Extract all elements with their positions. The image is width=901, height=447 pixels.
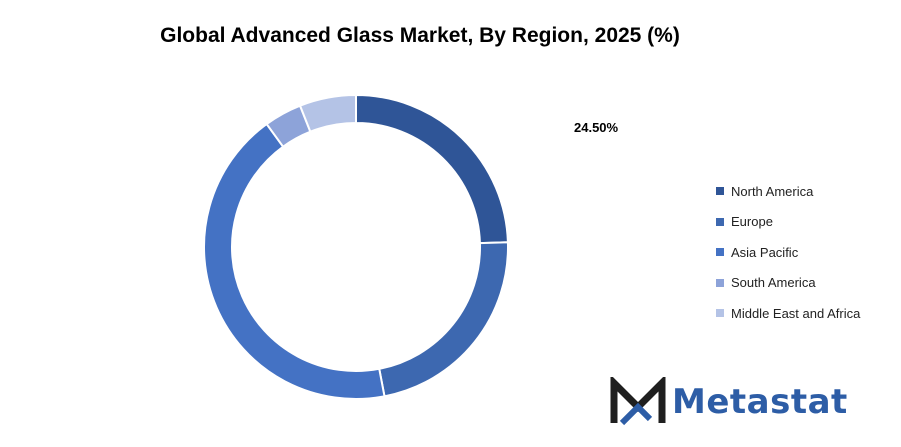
metastat-logo: Metastat (610, 377, 848, 427)
legend-item-north-america: North America (716, 176, 860, 207)
legend-label: Middle East and Africa (731, 305, 861, 321)
logo-wordmark: Metastat (672, 382, 848, 422)
chart-legend: North America Europe Asia Pacific South Ame… (716, 176, 860, 329)
donut-slice-europe (378, 241, 509, 398)
donut-slice-middle-east-and-africa (298, 93, 357, 134)
legend-item-asia-pacific: Asia Pacific (716, 237, 860, 268)
legend-item-europe: Europe (716, 207, 860, 238)
legend-label: South America (731, 275, 816, 291)
legend-swatch (716, 309, 724, 318)
donut-slice-asia-pacific (203, 122, 386, 400)
legend-label: Europe (731, 214, 773, 230)
donut-slice-north-america (355, 93, 509, 245)
legend-swatch (716, 248, 724, 257)
legend-item-south-america: South America (716, 268, 860, 299)
legend-item-middle-east-and-africa: Middle East and Africa (716, 298, 860, 329)
legend-swatch (716, 217, 724, 226)
legend-swatch (716, 187, 724, 196)
metastat-logo-icon (610, 377, 666, 426)
data-label-north-america: 24.50% (574, 120, 619, 135)
legend-label: Asia Pacific (731, 244, 799, 260)
legend-label: North America (731, 183, 814, 199)
legend-swatch (716, 278, 724, 287)
chart-title: Global Advanced Glass Market, By Region,… (160, 24, 680, 47)
